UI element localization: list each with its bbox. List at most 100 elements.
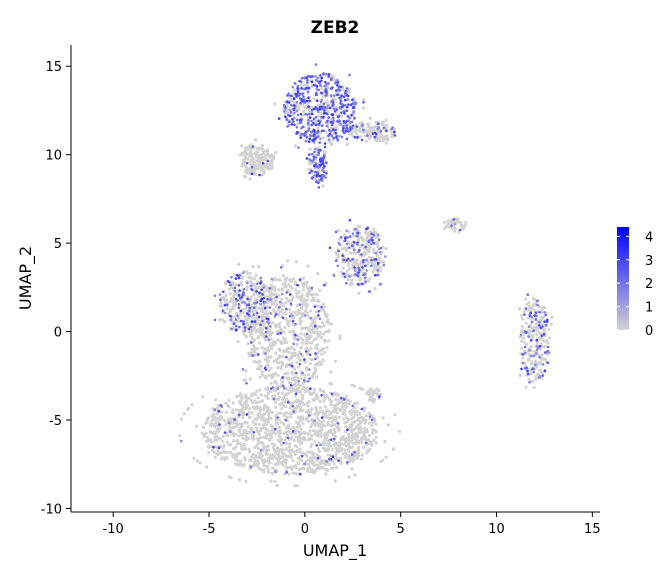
- cell-point: [315, 467, 319, 471]
- cell-point: [312, 84, 316, 87]
- cell-point: [266, 467, 270, 471]
- cell-point: [325, 313, 329, 317]
- cell-point: [345, 229, 348, 233]
- cell-point: [277, 411, 281, 415]
- cell-point: [201, 395, 205, 399]
- cell-point: [246, 425, 250, 429]
- cell-point: [384, 247, 388, 251]
- cell-point: [262, 470, 266, 474]
- cell-point: [316, 413, 320, 417]
- cell-point: [525, 342, 529, 346]
- x-tick-label: 10: [488, 522, 505, 537]
- cell-point: [348, 120, 352, 124]
- cell-point: [304, 417, 308, 421]
- cell-point: [362, 106, 366, 110]
- cell-point: [321, 389, 326, 393]
- cell-point: [257, 447, 261, 451]
- cell-point: [372, 248, 376, 252]
- cell-point: [273, 315, 277, 318]
- cell-point: [316, 153, 319, 157]
- cell-point: [320, 76, 324, 80]
- cell-point: [274, 351, 278, 355]
- cell-point: [390, 133, 394, 137]
- cell-point: [310, 442, 314, 446]
- cell-point: [294, 435, 298, 439]
- cell-point: [240, 144, 244, 148]
- cell-point: [305, 454, 309, 458]
- cell-point: [266, 386, 270, 390]
- cell-point: [217, 409, 221, 413]
- cell-point: [301, 312, 305, 316]
- cell-point: [195, 459, 199, 463]
- cell-point: [220, 456, 224, 461]
- cell-point: [236, 462, 240, 467]
- cell-point: [540, 371, 545, 375]
- cell-point: [271, 340, 276, 344]
- cell-point: [260, 468, 264, 472]
- cell-point: [276, 459, 280, 463]
- cell-point: [527, 377, 531, 381]
- cell-point: [320, 321, 324, 325]
- cell-point: [315, 85, 319, 88]
- cell-point: [318, 424, 322, 428]
- cell-point: [543, 351, 547, 354]
- cell-point: [300, 326, 304, 330]
- cell-point: [224, 299, 228, 303]
- cell-point: [393, 134, 397, 137]
- cell-point: [281, 463, 285, 467]
- cell-point: [368, 397, 372, 401]
- cell-point: [251, 435, 255, 439]
- cell-point: [364, 280, 367, 284]
- cell-point: [353, 135, 357, 139]
- cell-point: [364, 414, 368, 418]
- cell-point: [242, 288, 246, 291]
- cell-point: [295, 100, 299, 104]
- cell-point: [540, 334, 544, 338]
- cell-point: [334, 417, 338, 421]
- cell-point: [355, 413, 359, 417]
- cell-point: [372, 242, 376, 245]
- cell-point: [520, 346, 524, 350]
- cell-point: [307, 400, 311, 404]
- cell-point: [234, 318, 238, 321]
- cell-point: [537, 324, 541, 327]
- cell-point: [291, 404, 295, 408]
- cell-point: [250, 392, 254, 396]
- cell-point: [291, 459, 295, 463]
- cell-point: [321, 332, 325, 336]
- cell-point: [296, 84, 300, 88]
- cell-point: [357, 266, 360, 270]
- cell-point: [252, 431, 256, 434]
- cell-point: [257, 315, 261, 319]
- cell-point: [371, 400, 376, 404]
- cell-point: [349, 259, 352, 263]
- cell-point: [281, 403, 285, 407]
- cell-point: [534, 352, 538, 355]
- cell-point: [291, 323, 295, 327]
- cell-point: [287, 299, 292, 303]
- cell-point: [283, 438, 287, 442]
- cell-point: [227, 399, 231, 403]
- cell-point: [265, 452, 269, 456]
- cell-point: [379, 283, 382, 286]
- cell-point: [373, 429, 377, 433]
- cell-point: [289, 389, 293, 394]
- cell-point: [288, 318, 292, 323]
- cell-point: [251, 464, 255, 468]
- cell-point: [462, 226, 466, 230]
- cell-point: [186, 406, 191, 411]
- cell-point: [329, 400, 333, 404]
- cell-point: [243, 393, 247, 397]
- cell-point: [244, 146, 248, 150]
- cell-point: [266, 444, 270, 448]
- cell-point: [443, 226, 447, 230]
- cell-point: [350, 453, 354, 456]
- cell-point: [284, 465, 288, 469]
- cell-point: [245, 399, 249, 403]
- cell-point: [276, 387, 280, 391]
- cell-point: [245, 413, 249, 416]
- cell-point: [330, 77, 333, 81]
- cell-point: [302, 276, 306, 280]
- cell-point: [319, 443, 322, 447]
- cell-point: [224, 293, 228, 298]
